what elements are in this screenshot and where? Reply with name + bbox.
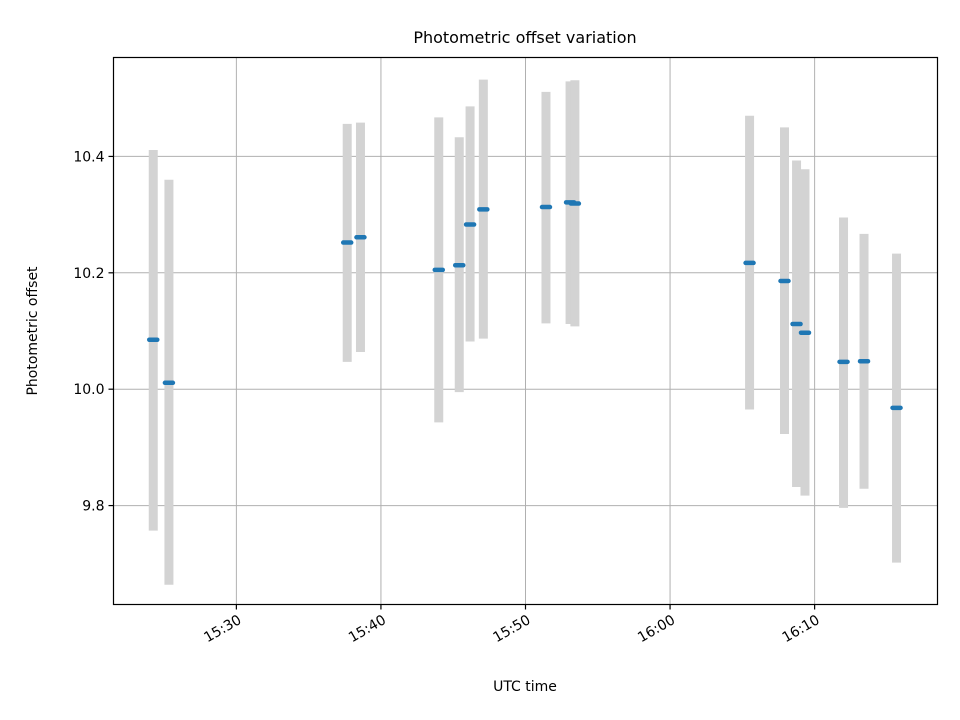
y-tick-label: 10.4 <box>73 149 104 165</box>
data-points <box>147 200 903 411</box>
y-tick-label: 9.8 <box>82 499 104 515</box>
chart-title: Photometric offset variation <box>413 28 636 47</box>
x-axis-label: UTC time <box>493 679 557 695</box>
y-axis-ticks: 9.8 10.0 10.2 10.4 <box>73 149 114 515</box>
y-axis-label: Photometric offset <box>25 266 41 396</box>
y-tick-label: 10.2 <box>73 266 104 282</box>
y-tick-label: 10.0 <box>73 382 104 398</box>
